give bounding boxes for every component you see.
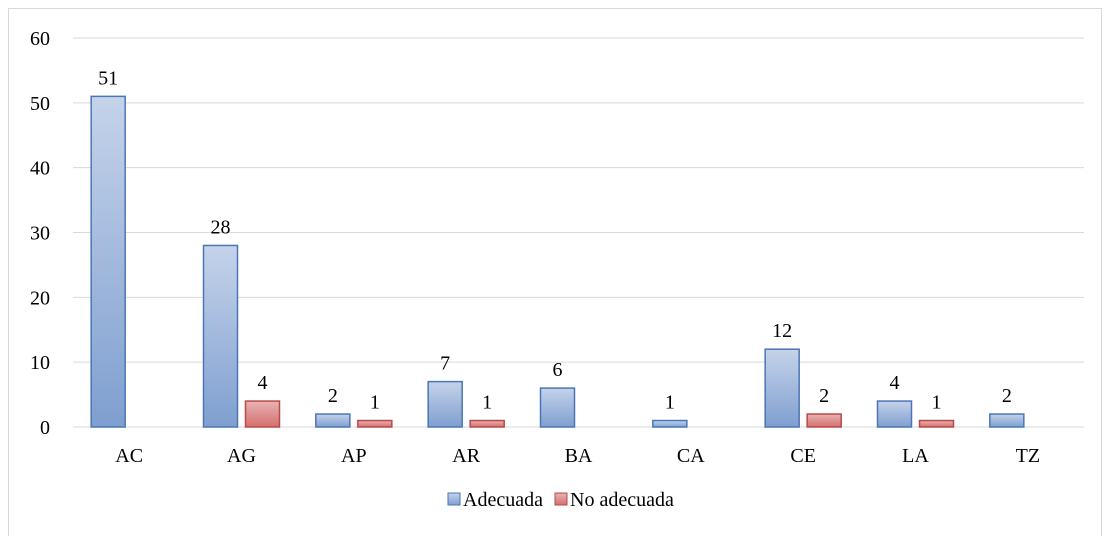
data-label-adecuada-ac: 51 — [98, 67, 118, 89]
bars — [90, 95, 1025, 428]
y-tick-label-0: 0 — [40, 417, 50, 439]
y-tick-label-40: 40 — [30, 158, 50, 180]
y-axis-tick-labels: 0 10 20 30 40 50 60 — [30, 28, 50, 439]
y-tick-label-20: 20 — [30, 287, 50, 309]
chart-frame — [8, 8, 1102, 536]
x-tick-label-ac: AC — [115, 445, 143, 467]
bar-adecuada-ba — [539, 387, 576, 428]
x-tick-label-ag: AG — [227, 445, 256, 467]
data-label-no-adecuada-ar: 1 — [482, 392, 492, 414]
data-label-adecuada-ag: 28 — [211, 216, 231, 238]
x-tick-label-ba: BA — [565, 445, 593, 467]
gridlines — [73, 37, 1084, 428]
bar-no-adecuada-ap — [357, 419, 393, 428]
legend: Adecuada No adecuada — [447, 489, 674, 511]
data-label-adecuada-ar: 7 — [440, 353, 450, 375]
data-label-adecuada-la: 4 — [890, 372, 900, 394]
x-tick-label-ar: AR — [452, 445, 480, 467]
bar-no-adecuada-ar — [469, 419, 505, 428]
y-tick-label-10: 10 — [30, 352, 50, 374]
x-tick-label-la: LA — [902, 445, 929, 467]
data-label-no-adecuada-ag: 4 — [258, 372, 268, 394]
bar-adecuada-tz — [989, 413, 1025, 428]
bar-no-adecuada-ce — [806, 413, 842, 428]
bar-adecuada-ag — [202, 244, 239, 428]
bar-no-adecuada-la — [918, 419, 955, 428]
data-label-no-adecuada-ce: 2 — [819, 385, 829, 407]
data-label-no-adecuada-la: 1 — [932, 392, 942, 414]
bar-adecuada-ac — [90, 95, 126, 428]
bar-adecuada-ap — [315, 413, 351, 428]
legend-label-adecuada: Adecuada — [463, 489, 543, 511]
bar-no-adecuada-ag — [244, 400, 281, 428]
data-label-adecuada-tz: 2 — [1002, 385, 1012, 407]
x-tick-label-ca: CA — [677, 445, 705, 467]
x-tick-label-tz: TZ — [1016, 445, 1040, 467]
bar-adecuada-ca — [652, 419, 688, 428]
y-tick-label-50: 50 — [30, 93, 50, 115]
y-tick-label-60: 60 — [30, 28, 50, 50]
legend-swatch-no-adecuada — [554, 492, 568, 506]
bar-adecuada-la — [876, 400, 913, 428]
data-label-adecuada-ca: 1 — [665, 392, 675, 414]
data-label-adecuada-ce: 12 — [772, 320, 792, 342]
data-label-adecuada-ap: 2 — [328, 385, 338, 407]
x-axis-tick-labels: AC AG AP AR BA CA CE LA TZ — [115, 445, 1040, 467]
x-tick-label-ce: CE — [790, 445, 816, 467]
legend-label-no-adecuada: No adecuada — [570, 489, 674, 511]
legend-swatch-adecuada — [447, 492, 461, 506]
bar-adecuada-ce — [764, 348, 800, 428]
y-tick-label-30: 30 — [30, 223, 50, 245]
bar-adecuada-ar — [427, 380, 463, 428]
x-tick-label-ap: AP — [341, 445, 367, 467]
data-label-adecuada-ba: 6 — [553, 359, 563, 381]
data-label-no-adecuada-ap: 1 — [370, 392, 380, 414]
